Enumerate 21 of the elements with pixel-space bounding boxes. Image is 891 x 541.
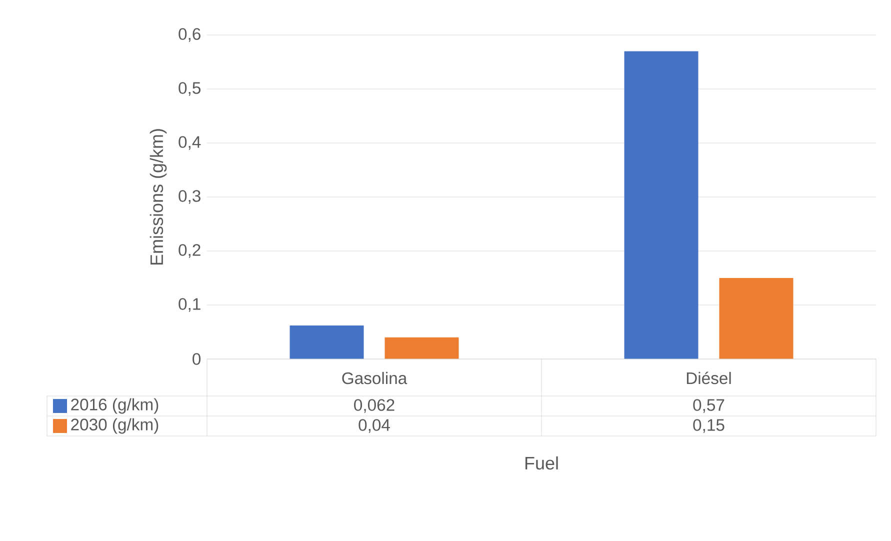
y-tick-label: 0,2 xyxy=(178,244,200,258)
x-tick-label: Gasolina xyxy=(342,372,408,384)
bar xyxy=(290,326,364,359)
data-label: 0,15 xyxy=(693,419,724,433)
y-tick-label: 0,3 xyxy=(178,190,200,204)
y-tick-label: 0,1 xyxy=(178,298,200,312)
legend-label: 2016 (g/km) xyxy=(71,398,158,414)
y-tick-label: 0,5 xyxy=(178,82,200,96)
y-tick-label: 0,4 xyxy=(178,136,201,150)
y-tick-label: 0,6 xyxy=(178,28,200,42)
bar xyxy=(384,337,459,359)
x-axis-title: Fuel xyxy=(525,456,558,470)
x-tick-label: Diésel xyxy=(686,372,731,384)
bar xyxy=(624,51,698,359)
data-label: 0,04 xyxy=(358,419,390,433)
y-axis-title: Emissions (g/km) xyxy=(150,129,167,265)
bar xyxy=(719,278,794,359)
legend-label: 2030 (g/km) xyxy=(71,418,158,434)
data-label: 0,57 xyxy=(693,399,724,413)
data-label: 0,062 xyxy=(354,399,394,413)
y-tick-label: 0 xyxy=(192,353,201,365)
